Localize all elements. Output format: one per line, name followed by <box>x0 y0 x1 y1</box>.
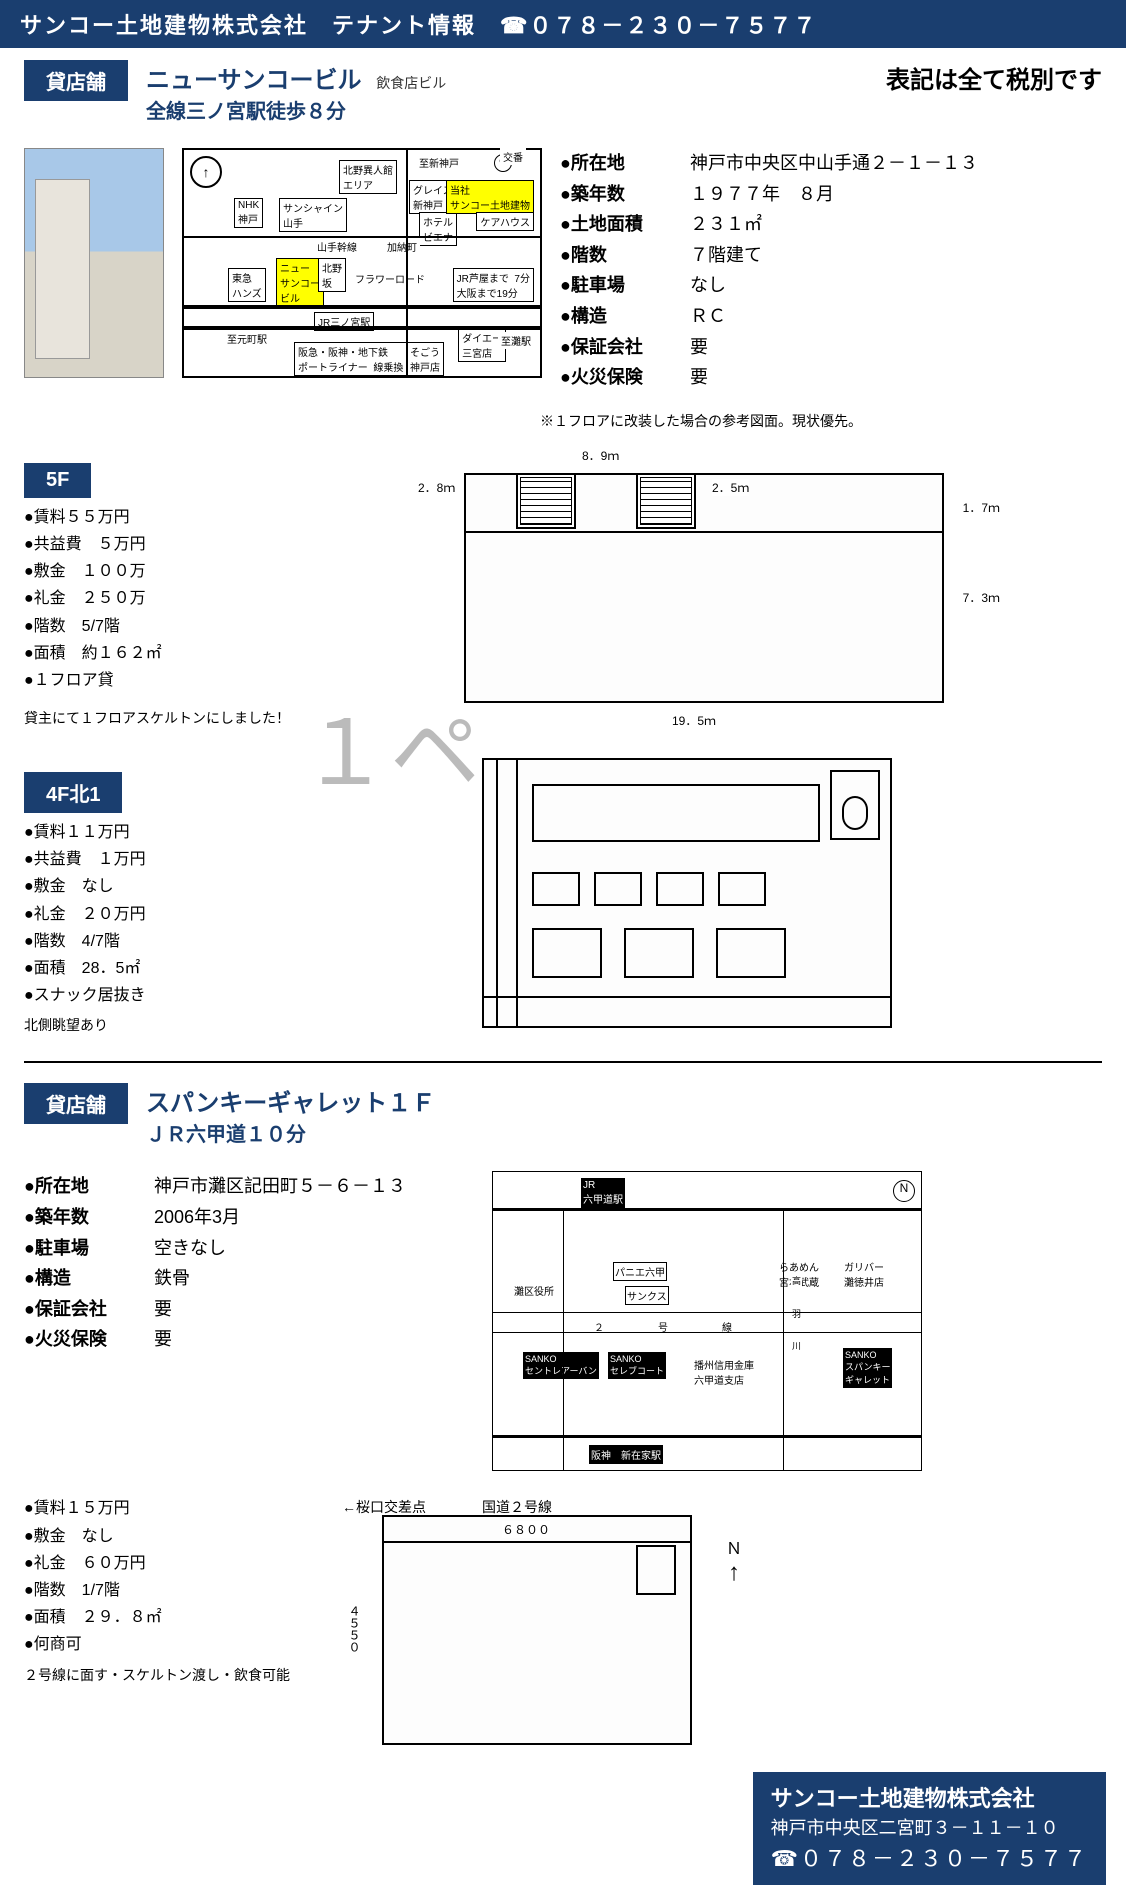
building-photo <box>24 148 164 378</box>
floor5-badge: 5F <box>24 463 91 498</box>
dim: 2．5ｍ <box>712 479 749 496</box>
floor5-note: 貸主にて１フロアスケルトンにしました！ <box>24 708 404 728</box>
floor4-badge: 4F北1 <box>24 772 122 813</box>
badge-rental-2: 貸店舗 <box>24 1083 128 1124</box>
rent-list-2: 賃料１５万円敷金 なし礼金 ６０万円階数 1/7階面積 ２９．８㎡何商可 <box>24 1495 324 1658</box>
dim: 2．8ｍ <box>418 479 455 496</box>
compass-n: Ｎ <box>726 1535 742 1559</box>
dim: 1．7ｍ <box>963 499 1000 516</box>
header-company: サンコー土地建物株式会社 <box>20 8 308 40</box>
header-bar: サンコー土地建物株式会社 テナント情報 ☎０７８－２３０－７５７７ <box>0 0 1126 48</box>
dim: ６８００ <box>502 1521 550 1538</box>
property2-rent: 賃料１５万円敷金 なし礼金 ６０万円階数 1/7階面積 ２９．８㎡何商可 ２号線… <box>0 1483 1126 1767</box>
dim: 8．9ｍ <box>582 447 619 464</box>
footer: サンコー土地建物株式会社 神戸市中央区二宮町３－１１－１０ ☎０７８－２３０－７… <box>753 1772 1106 1885</box>
floor4-extra: 北側眺望あり <box>24 1015 404 1035</box>
spec-list-1: ●所在地神戸市中央区中山手通２－１－１３●築年数１９７７年 ８月●土地面積２３１… <box>560 148 978 393</box>
floorplan-note: ※１フロアに改装した場合の参考図面。現状優先。 <box>540 411 1126 431</box>
access-1: 全線三ノ宮駅徒歩８分 <box>146 95 868 124</box>
building-type-1: 飲食店ビル <box>376 75 446 91</box>
header-tel: ☎０７８－２３０－７５７７ <box>500 8 817 40</box>
area-map-2: N JR 六甲道駅 灘区役所 パニエ六甲 サンクス らあめん 宮本武蔵 ガリバー… <box>492 1171 922 1471</box>
header-tenant: テナント情報 <box>332 8 476 40</box>
floor5-list: 賃料５５万円共益費 ５万円敷金 １００万礼金 ２５０万階数 5/7階面積 約１６… <box>24 504 404 694</box>
divider <box>24 1061 1102 1063</box>
tax-note: 表記は全て税別です <box>886 60 1102 95</box>
floor4-section: 4F北1 賃料１１万円共益費 １万円敷金 なし礼金 ２０万円階数 4/7階面積 … <box>0 746 1126 1053</box>
property1-header: 貸店舗 ニューサンコービル 飲食店ビル 全線三ノ宮駅徒歩８分 表記は全て税別です <box>0 48 1126 136</box>
spec-list-2: ●所在地神戸市灘区記田町５－６－１３●築年数2006年3月●駐車場空きなし●構造… <box>24 1171 444 1355</box>
property2-header: 貸店舗 スパンキーギャレット１Ｆ ＪＲ六甲道１０分 <box>0 1071 1126 1159</box>
footer-tel: ☎０７８－２３０－７５７７ <box>771 1842 1088 1875</box>
dim: 19．5ｍ <box>672 712 716 729</box>
property1-top: ↑ ⊗ 交番 NHK 神戸 サンシャイン 山手 北野異人館 エリア 至新神戸 グ… <box>0 136 1126 405</box>
building-name-2: スパンキーギャレット１Ｆ <box>146 1083 435 1118</box>
dim: ４５５０ <box>346 1605 363 1653</box>
dim: 7．3ｍ <box>963 589 1000 606</box>
floor5-section: 5F 賃料５５万円共益費 ５万円敷金 １００万礼金 ２５０万階数 5/7階面積 … <box>0 437 1126 746</box>
dim: ←桜口交差点 <box>342 1497 426 1517</box>
dim: 国道２号線 <box>482 1497 552 1517</box>
floorplan-4f <box>482 758 892 1028</box>
badge-rental-1: 貸店舗 <box>24 60 128 101</box>
footer-address: 神戸市中央区二宮町３－１１－１０ <box>771 1815 1088 1842</box>
floorplan-p2 <box>382 1515 692 1745</box>
building-name-1: ニューサンコービル <box>146 67 362 94</box>
floorplan-5f <box>464 473 944 703</box>
floor4-list: 賃料１１万円共益費 １万円敷金 なし礼金 ２０万円階数 4/7階面積 28．5㎡… <box>24 819 404 1009</box>
property2-body: ●所在地神戸市灘区記田町５－６－１３●築年数2006年3月●駐車場空きなし●構造… <box>0 1159 1126 1483</box>
rent-extra-2: ２号線に面す・スケルトン渡し・飲食可能 <box>24 1665 324 1685</box>
access-2: ＪＲ六甲道１０分 <box>146 1118 435 1147</box>
area-map-1: ↑ ⊗ 交番 NHK 神戸 サンシャイン 山手 北野異人館 エリア 至新神戸 グ… <box>182 148 542 378</box>
footer-company: サンコー土地建物株式会社 <box>771 1782 1088 1815</box>
